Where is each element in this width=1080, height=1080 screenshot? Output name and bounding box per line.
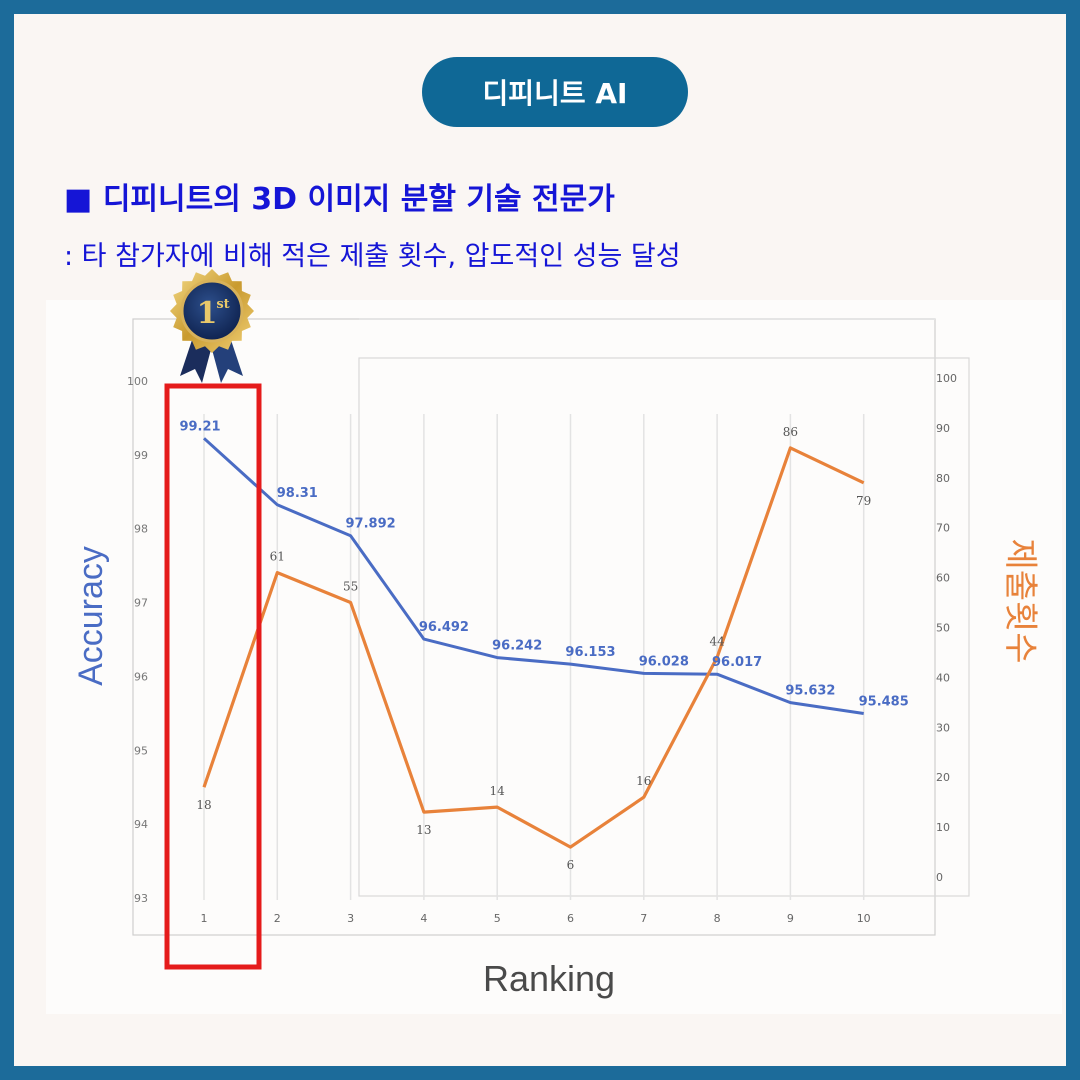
y2-tick-label-20: 20 [936,771,950,784]
y2-tick-label-10: 10 [936,821,950,834]
chart-panel [46,300,1062,1014]
x-tick-label-4: 4 [420,912,427,925]
submissions-label-10: 79 [856,494,871,508]
x-axis-title: Ranking [483,958,615,999]
x-tick-label-3: 3 [347,912,354,925]
y2-tick-label-90: 90 [936,422,950,435]
section-subtitle: : 타 참가자에 비해 적은 제출 횟수, 압도적인 성능 달성 [64,241,681,272]
section-title: 디피니트의 3D 이미지 분할 기술 전문가 [102,182,615,217]
y-tick-label-99: 99 [134,449,148,462]
section-heading: ■ 디피니트의 3D 이미지 분할 기술 전문가 [64,174,615,218]
accuracy-label-1: 99.21 [179,419,220,434]
y-tick-label-98: 98 [134,523,148,536]
submissions-label-3: 55 [343,580,358,594]
x-tick-label-10: 10 [857,912,871,925]
x-tick-label-9: 9 [787,912,794,925]
right-axis-ticks: 0 10 20 30 40 50 60 70 80 90 100 [936,372,957,884]
brand-badge: 디피니트 AI [422,57,688,127]
y2-tick-label-50: 50 [936,622,950,635]
brand-badge-label: 디피니트 AI [482,77,628,110]
y2-tick-label-80: 80 [936,472,950,485]
square-bullet-icon: ■ [64,182,93,217]
y2-tick-label-60: 60 [936,572,950,585]
medal-rank-suffix: st [216,297,229,312]
accuracy-label-7: 96.028 [639,654,689,669]
submissions-label-2: 61 [270,550,285,564]
medal-rank-number: 1 [197,296,218,331]
accuracy-data-labels: 99.21 98.31 97.892 96.492 96.242 96.153 96.028… [179,419,908,709]
submissions-label-8: 44 [709,634,725,648]
y-tick-label-97: 97 [134,597,148,610]
accuracy-label-2: 98.31 [277,486,318,501]
x-tick-label-6: 6 [567,912,574,925]
accuracy-label-3: 97.892 [346,517,396,532]
accuracy-label-6: 96.153 [565,645,615,660]
submissions-label-5: 14 [490,784,506,798]
y2-tick-label-0: 0 [936,871,943,884]
submissions-label-6: 6 [567,858,575,872]
x-tick-label-8: 8 [714,912,721,925]
chart-gridlines [203,414,865,900]
x-tick-label-2: 2 [274,912,281,925]
submissions-label-4: 13 [416,823,431,837]
accuracy-label-10: 95.485 [859,694,909,709]
y-tick-label-100: 100 [127,375,148,388]
x-tick-label-7: 7 [640,912,647,925]
first-place-medal-icon: 1 st [170,269,254,383]
y-tick-label-96: 96 [134,670,148,683]
x-axis-ticks: 1 2 3 4 5 6 7 8 9 10 [201,912,871,925]
accuracy-label-4: 96.492 [419,620,469,635]
accuracy-series-line [202,437,864,715]
submissions-data-labels: 18 61 55 13 14 6 16 44 86 79 [196,425,871,872]
y-axis-title: Accuracy [72,546,110,686]
x-tick-label-1: 1 [201,912,208,925]
y-tick-label-94: 94 [134,818,148,831]
x-tick-label-5: 5 [494,912,501,925]
submissions-label-7: 16 [636,774,651,788]
submissions-series-line [202,446,865,849]
submissions-label-9: 86 [783,425,798,439]
y2-tick-label-30: 30 [936,721,950,734]
first-place-highlight-box [164,383,262,970]
y-tick-label-93: 93 [134,892,148,905]
y2-tick-label-40: 40 [936,671,950,684]
y-tick-label-95: 95 [134,744,148,757]
left-axis-ticks: 93 94 95 96 97 98 99 100 [127,375,148,905]
submissions-label-1: 18 [196,798,211,812]
accuracy-label-8: 96.017 [712,655,762,670]
left-plot-frame [132,318,936,936]
y2-tick-label-70: 70 [936,522,950,535]
accuracy-label-5: 96.242 [492,639,542,654]
accuracy-label-9: 95.632 [785,684,835,699]
y2-axis-title: 제출횟수 [1000,538,1040,663]
y2-tick-label-100: 100 [936,372,957,385]
